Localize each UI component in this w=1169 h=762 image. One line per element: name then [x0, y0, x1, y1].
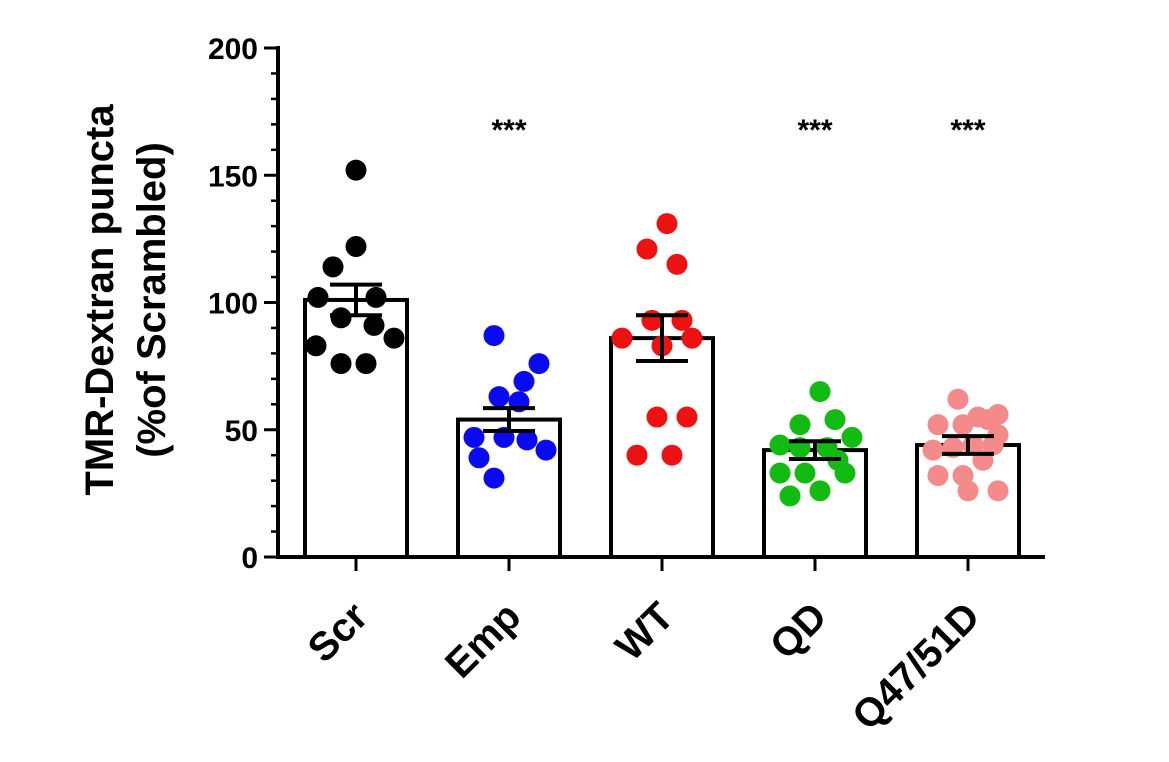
data-point: [355, 353, 377, 375]
data-point: [982, 434, 1004, 456]
y-tick-label: 0: [241, 542, 258, 575]
data-point: [809, 381, 831, 403]
y-axis: 0 50 100 150 200: [208, 33, 280, 575]
data-point: [626, 444, 648, 466]
data-point: [528, 353, 550, 375]
data-point: [952, 414, 974, 436]
significance-marker: ***: [950, 114, 985, 147]
data-point: [809, 480, 831, 502]
x-tick-label: Q47/51D: [844, 594, 988, 738]
data-point: [516, 429, 538, 451]
data-point: [483, 467, 505, 489]
data-point: [841, 426, 863, 448]
data-point: [468, 447, 490, 469]
data-point: [363, 314, 385, 336]
data-point: [927, 414, 949, 436]
data-point: [513, 370, 535, 392]
data-point: [957, 480, 979, 502]
data-point: [330, 307, 352, 329]
y-tick-label: 50: [225, 415, 258, 448]
y-tick-label: 150: [208, 160, 258, 193]
x-tick-label: Emp: [437, 594, 529, 686]
data-point: [671, 309, 693, 331]
data-point: [681, 327, 703, 349]
data-point: [927, 465, 949, 487]
data-point: [794, 462, 816, 484]
x-tick-label: WT: [607, 594, 682, 669]
data-point: [987, 480, 1009, 502]
data-point: [345, 236, 367, 258]
data-point: [307, 286, 329, 308]
data-point: [789, 414, 811, 436]
bar-2: [609, 336, 715, 559]
error-bars: [330, 282, 994, 462]
significance-markers: *** *** ***: [491, 114, 985, 147]
data-point: [611, 327, 633, 349]
data-point: [834, 462, 856, 484]
data-point: [322, 256, 344, 278]
data-point: [661, 444, 683, 466]
y-tick-label: 100: [208, 288, 258, 321]
y-tick-label: 200: [208, 33, 258, 66]
y-axis-label-line-2: (%of Scrambled): [130, 142, 174, 458]
data-point: [345, 159, 367, 181]
data-point: [977, 409, 999, 431]
data-point: [365, 286, 387, 308]
data-point: [383, 327, 405, 349]
data-point: [769, 434, 791, 456]
data-point: [463, 426, 485, 448]
data-point: [641, 309, 663, 331]
data-point: [305, 335, 327, 357]
data-point: [769, 462, 791, 484]
data-point: [666, 253, 688, 275]
x-tick-label: Scr: [300, 594, 377, 671]
data-point: [779, 485, 801, 507]
data-point: [636, 238, 658, 260]
significance-marker: ***: [491, 114, 526, 147]
data-point: [483, 325, 505, 347]
x-tick-label: QD: [762, 594, 836, 668]
data-point: [330, 353, 352, 375]
significance-marker: ***: [797, 114, 832, 147]
y-axis-label-line-1: TMR-Dextran puncta: [78, 104, 122, 496]
data-point: [535, 439, 557, 461]
data-point: [947, 388, 969, 410]
data-point: [646, 406, 668, 428]
data-point: [922, 439, 944, 461]
data-point: [488, 386, 510, 408]
y-axis-label: TMR-Dextran puncta (%of Scrambled): [78, 104, 174, 496]
data-point: [824, 409, 846, 431]
data-point: [676, 406, 698, 428]
x-axis: Scr Emp WT QD Q47/51D: [276, 555, 1045, 739]
data-point: [656, 213, 678, 235]
